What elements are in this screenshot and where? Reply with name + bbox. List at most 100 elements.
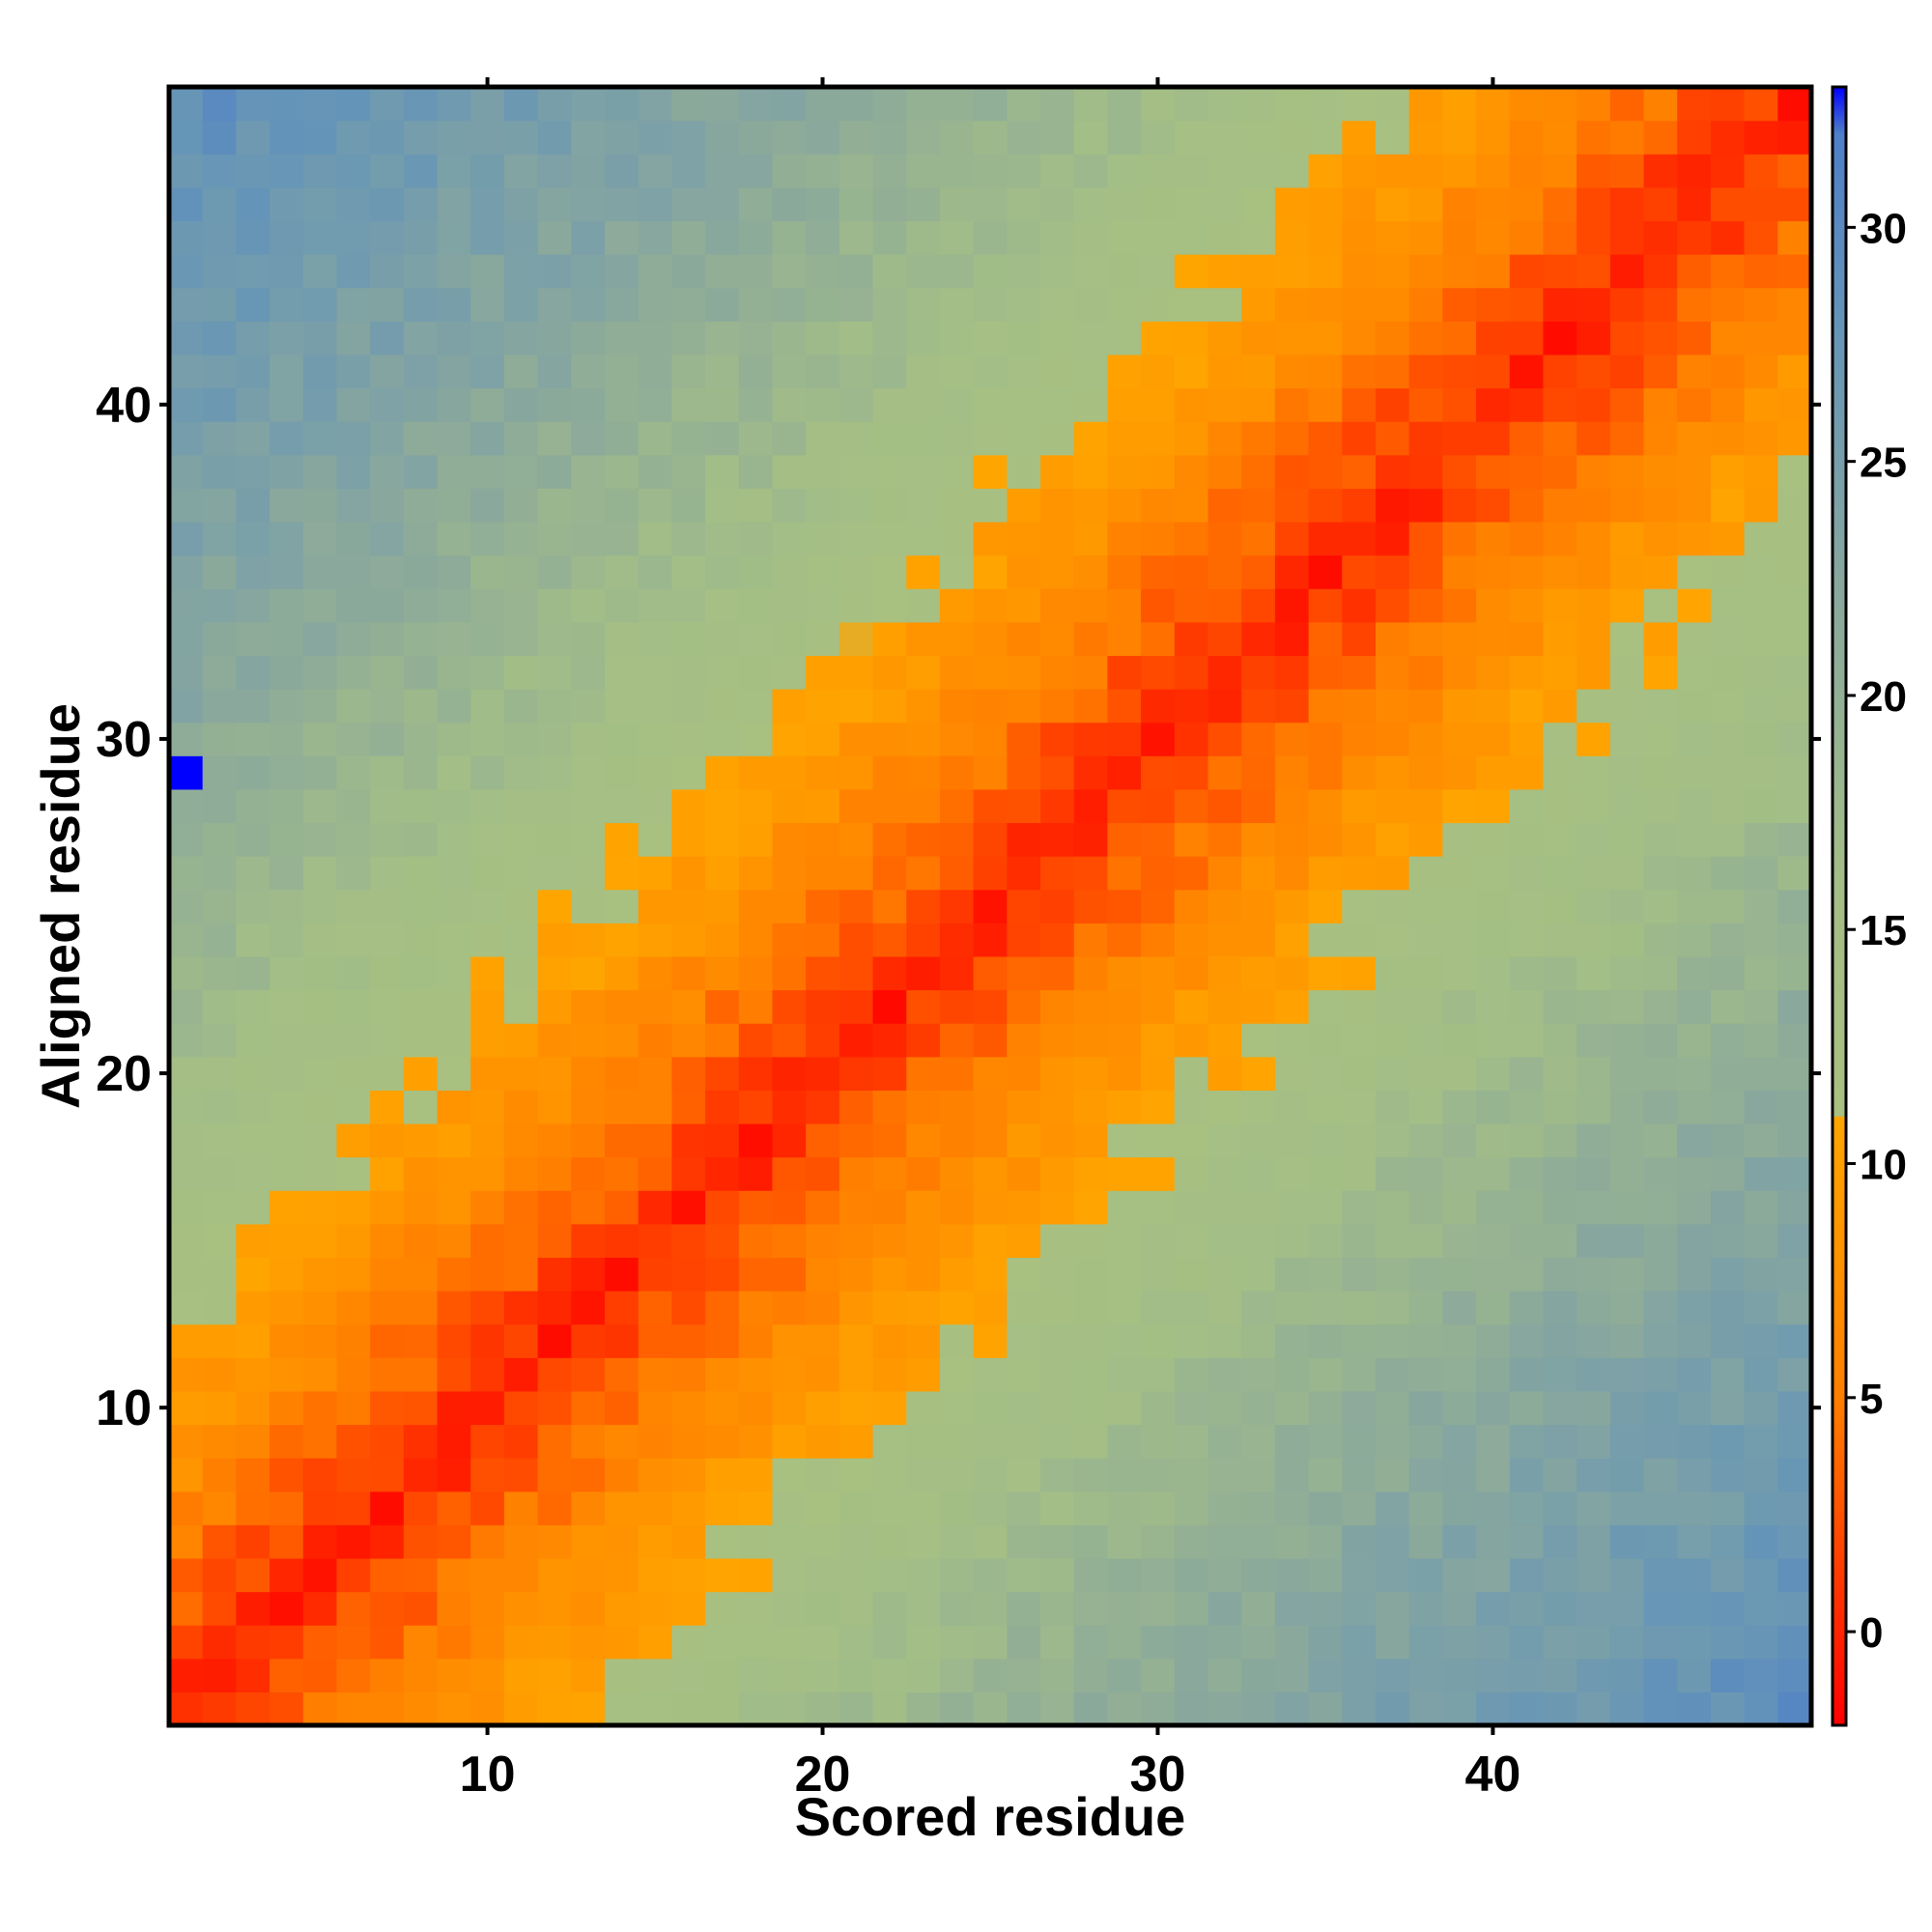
heatmap-cell (772, 923, 807, 957)
heatmap-cell (1308, 1056, 1343, 1091)
heatmap-cell (370, 1023, 405, 1058)
heatmap-cell (169, 621, 204, 657)
heatmap-cell (638, 822, 672, 857)
heatmap-cell (302, 1557, 338, 1593)
heatmap-cell (605, 755, 639, 790)
heatmap-cell (270, 1323, 304, 1358)
heatmap-cell (906, 554, 941, 589)
heatmap-cell (1208, 1056, 1242, 1091)
heatmap-cell (503, 621, 539, 657)
heatmap-cell (1609, 889, 1645, 923)
heatmap-cell (1208, 488, 1242, 523)
heatmap-cell (638, 755, 672, 790)
heatmap-cell (169, 889, 204, 923)
heatmap-cell (1577, 722, 1611, 756)
heatmap-cell (1744, 1591, 1778, 1626)
heatmap-cell (1174, 955, 1209, 991)
heatmap-cell (503, 1625, 539, 1660)
heatmap-cell (1577, 1257, 1611, 1292)
heatmap-cell (1677, 1524, 1712, 1559)
heatmap-cell (169, 722, 204, 756)
heatmap-cell (1677, 254, 1712, 289)
heatmap-cell (1744, 856, 1778, 891)
heatmap-cell (1577, 955, 1611, 991)
heatmap-cell (403, 1658, 439, 1692)
heatmap-cell (1241, 120, 1276, 155)
heatmap-cell (605, 856, 639, 891)
heatmap-cell (1577, 588, 1611, 623)
heatmap-cell (1141, 321, 1176, 355)
heatmap-cell (202, 287, 237, 322)
heatmap-cell (939, 1323, 975, 1358)
heatmap-cell (370, 755, 405, 790)
heatmap-cell (1073, 1591, 1109, 1626)
heatmap-cell (1677, 521, 1712, 556)
heatmap-cell (1308, 1257, 1343, 1292)
heatmap-cell (1442, 321, 1477, 355)
heatmap-cell (1040, 822, 1075, 857)
heatmap-cell (1241, 1257, 1276, 1292)
heatmap-cell (403, 1223, 439, 1259)
heatmap-cell (738, 1090, 774, 1124)
heatmap-cell (1677, 120, 1712, 155)
heatmap-cell (1710, 1156, 1746, 1191)
heatmap-cell (906, 923, 941, 957)
heatmap-cell (236, 1591, 270, 1626)
heatmap-cell (1643, 421, 1678, 456)
heatmap-cell (370, 1357, 405, 1392)
heatmap-cell (1710, 186, 1746, 222)
heatmap-cell (302, 220, 338, 255)
heatmap-cell (872, 822, 907, 857)
heatmap-cell (336, 1691, 371, 1726)
heatmap-cell (1073, 554, 1109, 589)
heatmap-cell (806, 1357, 840, 1392)
heatmap-cell (370, 1390, 405, 1426)
heatmap-cell (738, 955, 774, 991)
heatmap-cell (169, 1658, 204, 1692)
heatmap-cell (1777, 1524, 1812, 1559)
heatmap-cell (939, 387, 975, 422)
heatmap-cell (571, 923, 606, 957)
heatmap-cell (1342, 1390, 1377, 1426)
heatmap-cell (1777, 488, 1812, 523)
heatmap-cell (1342, 955, 1377, 991)
heatmap-cell (1777, 1023, 1812, 1058)
heatmap-cell (1744, 1223, 1778, 1259)
heatmap-cell (236, 87, 270, 122)
heatmap-cell (1643, 1223, 1678, 1259)
heatmap-cell (1577, 154, 1611, 188)
heatmap-cell (838, 655, 874, 690)
heatmap-cell (1375, 387, 1410, 422)
heatmap-cell (1073, 454, 1109, 489)
heatmap-cell (738, 120, 774, 155)
heatmap-cell (806, 788, 840, 824)
heatmap-cell (403, 588, 439, 623)
heatmap-cell (1174, 1156, 1209, 1191)
heatmap-cell (1375, 1390, 1410, 1426)
heatmap-cell (1107, 1424, 1142, 1459)
heatmap-cell (302, 1491, 338, 1525)
heatmap-cell (1241, 1291, 1276, 1325)
heatmap-cell (470, 1323, 505, 1358)
heatmap-cell (806, 220, 840, 255)
heatmap-cell (838, 321, 874, 355)
heatmap-cell (973, 1190, 1008, 1225)
heatmap-cell (503, 1056, 539, 1091)
heatmap-cell (605, 1323, 639, 1358)
heatmap-cell (1174, 1524, 1209, 1559)
heatmap-cell (1677, 1691, 1712, 1726)
heatmap-cell (1040, 1390, 1075, 1426)
heatmap-cell (202, 822, 237, 857)
heatmap-cell (906, 989, 941, 1024)
heatmap-cell (537, 186, 572, 222)
heatmap-cell (1073, 822, 1109, 857)
heatmap-cell (1408, 1223, 1443, 1259)
heatmap-cell (1577, 287, 1611, 322)
heatmap-cell (1107, 254, 1142, 289)
heatmap-cell (370, 1424, 405, 1459)
heatmap-cell (1476, 1458, 1511, 1492)
heatmap-cell (370, 186, 405, 222)
heatmap-cell (1308, 554, 1343, 589)
heatmap-cell (973, 421, 1008, 456)
